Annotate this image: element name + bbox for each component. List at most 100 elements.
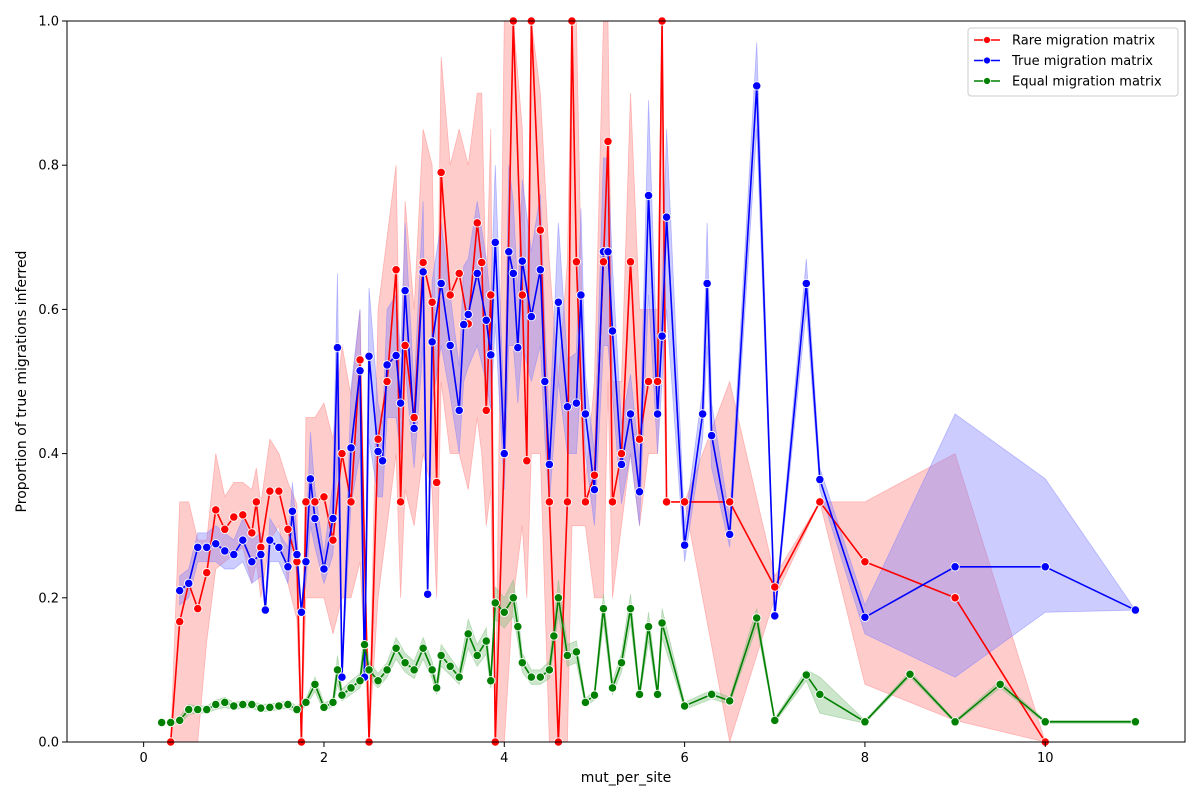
point-equal bbox=[598, 603, 609, 614]
point-true bbox=[576, 290, 586, 300]
point-true bbox=[332, 342, 343, 353]
y-tick-label: 0.6 bbox=[38, 303, 59, 318]
point-rare bbox=[517, 290, 527, 300]
point-equal bbox=[580, 697, 591, 707]
point-true bbox=[459, 319, 469, 330]
point-equal bbox=[643, 621, 654, 632]
legend-entry-equal: Equal migration matrix bbox=[974, 75, 1162, 90]
point-equal bbox=[355, 676, 365, 686]
point-true bbox=[652, 409, 663, 419]
point-rare bbox=[486, 290, 496, 300]
point-equal bbox=[589, 690, 600, 700]
point-equal bbox=[535, 672, 545, 682]
point-true bbox=[305, 474, 316, 484]
point-true bbox=[1040, 562, 1050, 572]
y-tick-label: 1.0 bbox=[38, 15, 59, 30]
point-equal bbox=[427, 665, 437, 675]
point-true bbox=[260, 605, 270, 615]
point-true bbox=[625, 409, 636, 419]
point-true bbox=[184, 578, 194, 589]
point-true bbox=[508, 268, 518, 278]
point-equal bbox=[486, 676, 496, 686]
point-true bbox=[364, 351, 374, 361]
point-rare bbox=[634, 434, 645, 444]
point-rare bbox=[770, 582, 780, 592]
legend-label-rare: Rare migration matrix bbox=[1012, 34, 1155, 49]
point-true bbox=[265, 535, 275, 545]
point-rare bbox=[477, 257, 487, 268]
legend-marker-true bbox=[983, 56, 991, 65]
point-true bbox=[697, 409, 708, 419]
point-rare bbox=[445, 290, 455, 300]
point-rare bbox=[562, 497, 573, 507]
point-equal bbox=[337, 690, 347, 700]
point-equal bbox=[166, 717, 176, 728]
point-rare bbox=[395, 497, 406, 507]
point-rare bbox=[616, 448, 627, 459]
point-true bbox=[657, 331, 667, 341]
point-rare bbox=[472, 218, 482, 228]
point-equal bbox=[292, 704, 302, 715]
point-rare bbox=[481, 405, 491, 415]
point-equal bbox=[418, 643, 428, 653]
point-equal bbox=[553, 593, 564, 603]
point-true bbox=[229, 549, 239, 560]
legend-entry-rare: Rare migration matrix bbox=[974, 34, 1155, 49]
point-true bbox=[661, 212, 672, 222]
point-equal bbox=[526, 672, 536, 682]
point-true bbox=[220, 546, 230, 556]
point-true bbox=[427, 337, 437, 347]
point-equal bbox=[265, 702, 275, 713]
point-rare bbox=[860, 557, 870, 567]
point-equal bbox=[382, 665, 392, 675]
x-tick-label: 2 bbox=[320, 751, 328, 766]
point-equal bbox=[454, 672, 464, 682]
point-rare bbox=[319, 492, 329, 502]
point-true bbox=[382, 360, 392, 370]
point-true bbox=[436, 278, 446, 289]
point-equal bbox=[256, 703, 266, 713]
point-equal bbox=[707, 689, 717, 700]
point-equal bbox=[238, 699, 248, 710]
point-rare bbox=[251, 497, 261, 507]
point-equal bbox=[950, 717, 960, 727]
point-equal bbox=[607, 683, 618, 693]
point-true bbox=[193, 542, 203, 552]
point-equal bbox=[549, 631, 559, 641]
point-equal bbox=[472, 650, 482, 661]
point-true bbox=[292, 549, 302, 560]
point-rare bbox=[310, 497, 320, 507]
point-rare bbox=[432, 477, 442, 488]
point-equal bbox=[860, 717, 870, 727]
point-rare bbox=[175, 616, 185, 627]
point-equal bbox=[211, 699, 221, 710]
point-rare bbox=[211, 505, 221, 515]
point-true bbox=[499, 448, 509, 459]
point-equal bbox=[346, 683, 356, 693]
point-rare bbox=[418, 257, 428, 268]
point-rare bbox=[607, 497, 618, 507]
point-true bbox=[301, 557, 311, 567]
point-equal bbox=[508, 593, 518, 603]
point-equal bbox=[400, 658, 410, 668]
point-true bbox=[481, 315, 491, 325]
point-rare bbox=[229, 512, 239, 522]
point-true bbox=[1130, 605, 1141, 615]
point-true bbox=[296, 607, 307, 617]
point-equal bbox=[752, 613, 762, 623]
legend-box bbox=[967, 27, 1179, 97]
point-true bbox=[553, 297, 564, 307]
point-true bbox=[702, 278, 712, 289]
point-true bbox=[247, 557, 257, 567]
point-equal bbox=[157, 717, 167, 728]
point-true bbox=[454, 405, 464, 415]
x-tick-label: 0 bbox=[139, 751, 147, 766]
point-true bbox=[328, 513, 338, 524]
point-true bbox=[175, 585, 185, 596]
point-rare bbox=[598, 257, 609, 267]
point-true bbox=[607, 326, 618, 336]
point-rare bbox=[274, 486, 284, 496]
point-rare bbox=[193, 603, 203, 614]
point-rare bbox=[580, 497, 591, 507]
point-equal bbox=[220, 697, 230, 707]
